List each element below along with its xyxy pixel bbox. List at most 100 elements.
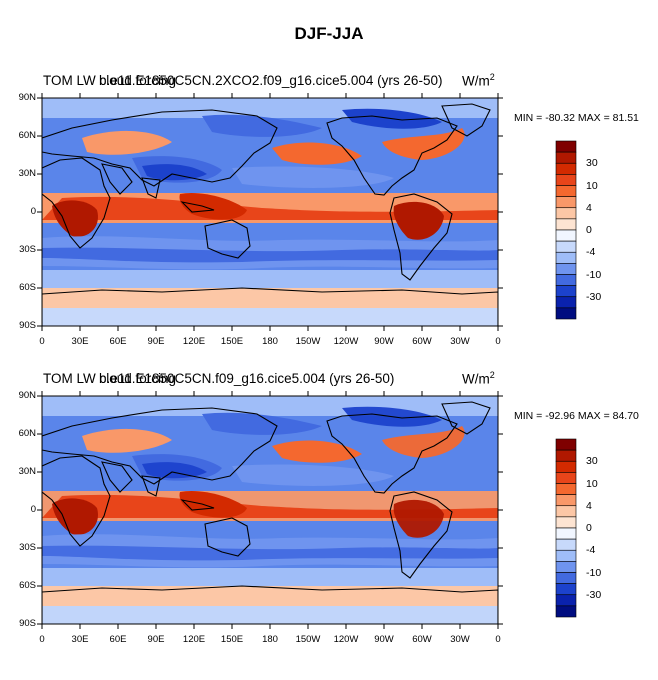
coastline-6 — [141, 475, 161, 497]
coastline-2 — [389, 491, 453, 579]
lat-tick-label: 30N — [18, 466, 36, 477]
colorbar-swatch — [555, 583, 577, 596]
colorbar-swatch — [555, 174, 577, 186]
lat-tick-label: 90S — [19, 320, 36, 331]
lon-tick-label: 150W — [295, 336, 321, 347]
colorbar-swatch — [555, 483, 577, 495]
field-contour-12 — [42, 545, 498, 561]
field-contour-6 — [382, 128, 465, 160]
coastline-0 — [326, 115, 458, 196]
field-contour-14 — [42, 586, 498, 606]
field-contour-9 — [142, 164, 207, 181]
lon-tick-label: 30W — [450, 634, 470, 645]
lon-tick-label: 0 — [39, 634, 45, 645]
colorbar-swatch — [555, 296, 577, 309]
field-contour-16 — [42, 396, 498, 416]
field-contour-1 — [42, 494, 498, 518]
colorbar-label: 10 — [586, 179, 598, 192]
coastline-8 — [180, 499, 215, 511]
field-contour-10 — [232, 464, 394, 486]
lon-tick-label: 150E — [220, 634, 244, 645]
colorbar-swatch — [555, 151, 577, 164]
colorbar-swatch — [555, 207, 577, 220]
colorbar-label: 10 — [586, 477, 598, 490]
lon-tick-label: 0 — [495, 336, 501, 347]
coastline-5 — [101, 461, 133, 493]
coastline-4 — [42, 109, 278, 187]
colorbar-label: 0 — [586, 522, 592, 534]
lat-tick-label: 30N — [18, 168, 36, 179]
colorbar-swatch — [555, 494, 577, 507]
lon-tick-label: 180 — [262, 336, 278, 347]
map-panel-bottom: TOM LW cloud forcing b.e11.E1850C5CN.f09… — [0, 370, 658, 680]
panel-bottom-min-max: MIN = -92.96 MAX = 84.70 — [514, 410, 639, 422]
panel-top-min-max: MIN = -80.32 MAX = 81.51 — [514, 112, 639, 124]
colorbar-swatch — [555, 538, 577, 551]
panel-top-left-title: TOM LW cloud forcing b.e11.E1850C5CN.2XC… — [43, 73, 442, 88]
coastline-2 — [389, 193, 453, 281]
coastline-9 — [42, 287, 498, 326]
field-contour-9 — [142, 462, 207, 479]
coastline-3 — [42, 157, 111, 249]
colorbar-swatch — [555, 196, 577, 209]
field-contour-7 — [82, 130, 172, 155]
field-contour-2 — [52, 498, 98, 535]
lon-tick-label: 90W — [374, 336, 394, 347]
lon-tick-label: 60W — [412, 634, 432, 645]
field-contour-7 — [82, 428, 172, 453]
lon-tick-label: 60W — [412, 336, 432, 347]
coastline-1 — [441, 103, 491, 137]
field-contour-17 — [202, 114, 322, 137]
lon-tick-label: 180 — [262, 634, 278, 645]
lon-tick-label: 120W — [333, 634, 359, 645]
colorbar — [555, 438, 577, 618]
colorbar-swatch — [555, 218, 577, 231]
colorbar-swatch — [555, 472, 577, 484]
field-contour-15 — [42, 606, 498, 624]
lat-tick-label: 0 — [30, 206, 36, 217]
coastline-5 — [101, 163, 133, 195]
lat-tick-label: 0 — [30, 504, 36, 515]
colorbar-swatch — [555, 185, 577, 197]
field-contour-15 — [42, 308, 498, 326]
colorbar-swatch — [555, 549, 577, 562]
lat-tick-label: 60S — [19, 580, 36, 591]
lat-tick-label: 90S — [19, 618, 36, 629]
colorbar-swatch — [555, 460, 577, 473]
lon-tick-label: 30W — [450, 336, 470, 347]
coastline-6 — [141, 177, 161, 199]
coastline-7 — [204, 517, 251, 557]
colorbar-label: 30 — [586, 157, 598, 170]
coastline-0 — [326, 413, 458, 494]
colorbar-swatch — [555, 251, 577, 264]
lon-tick-label: 120E — [182, 336, 206, 347]
field-contour-4 — [179, 490, 247, 518]
colorbar-swatch — [555, 449, 577, 462]
field-contour-1 — [42, 196, 498, 220]
panel-top-case-name: b.e11.E1850C5CN.2XCO2.f09_g16.cice5.004 … — [99, 73, 443, 88]
lon-tick-label: 0 — [495, 634, 501, 645]
lat-tick-label: 60S — [19, 282, 36, 293]
field-contour-14 — [42, 288, 498, 308]
field-contour-13 — [42, 270, 498, 288]
lon-tick-label: 150E — [220, 336, 244, 347]
field-contour-10 — [232, 166, 394, 188]
lon-tick-label: 30E — [71, 336, 89, 347]
colorbar-label: 4 — [586, 201, 592, 214]
field-contour-13 — [42, 568, 498, 586]
panel-bottom-variable: TOM LW cloud forcing — [43, 371, 177, 386]
coastline-8 — [180, 201, 215, 213]
colorbar-swatch — [555, 527, 577, 540]
coastline-1 — [441, 401, 491, 435]
colorbar — [555, 140, 577, 320]
lon-tick-label: 60E — [109, 634, 127, 645]
lat-tick-label: 90N — [18, 390, 36, 401]
lon-tick-label: 90E — [147, 634, 165, 645]
map-plot — [37, 391, 503, 629]
colorbar-label: -30 — [586, 588, 602, 601]
colorbar-label: -10 — [586, 268, 602, 281]
colorbar-swatch — [555, 140, 577, 153]
field-contour-3 — [393, 499, 444, 538]
colorbar-swatch — [555, 572, 577, 584]
lat-tick-label: 30S — [19, 244, 36, 255]
